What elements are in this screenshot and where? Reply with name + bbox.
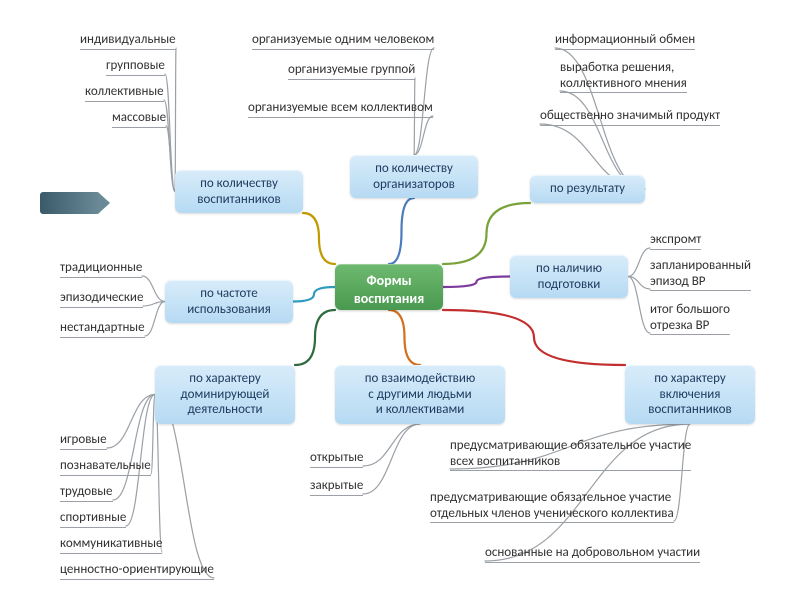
- leaf-label: спортивные: [60, 510, 126, 526]
- leaf-label: запланированныйэпизод ВР: [650, 258, 751, 289]
- leaf-label: предусматривающие обязательное участиеот…: [430, 490, 674, 521]
- leaf-label: экспромт: [650, 232, 701, 248]
- branch-node: по взаимодействиюс другими людьмии колле…: [335, 365, 505, 424]
- leaf-label: традиционные: [60, 260, 142, 276]
- leaf-label: игровые: [60, 432, 107, 448]
- leaf-label: итог большогоотрезка ВР: [650, 302, 730, 333]
- leaf-label: информационный обмен: [555, 32, 695, 48]
- branch-node: по результату: [530, 175, 645, 203]
- leaf-label: эпизодические: [60, 290, 143, 306]
- center-node: Формывоспитания: [335, 264, 443, 310]
- leaf-label: организуемые одним человеком: [252, 32, 434, 48]
- leaf-label: нестандартные: [60, 320, 145, 336]
- leaf-label: групповые: [106, 58, 165, 74]
- branch-node: по характерувключениявоспитанников: [625, 365, 755, 424]
- leaf-label: ценностно-ориентирующие: [60, 562, 214, 578]
- branch-node: по характерудоминирующейдеятельности: [155, 365, 295, 424]
- leaf-label: коммуникативные: [60, 536, 162, 552]
- leaf-label: индивидуальные: [80, 32, 176, 48]
- leaf-label: выработка решения,коллективного мнения: [560, 60, 687, 91]
- leaf-label: закрытые: [310, 478, 363, 494]
- branch-node: по количествувоспитанников: [175, 170, 303, 213]
- leaf-label: трудовые: [60, 484, 113, 500]
- leaf-label: коллективные: [85, 84, 164, 100]
- leaf-label: общественно значимый продукт: [540, 108, 720, 124]
- decor-arrow: [40, 192, 100, 214]
- leaf-label: основанные на добровольном участии: [485, 545, 700, 561]
- branch-node: по количествуорганизаторов: [350, 155, 478, 198]
- branch-node: по наличиюподготовки: [510, 255, 628, 298]
- leaf-label: организуемые группой: [288, 62, 415, 78]
- branch-node: по частотеиспользования: [165, 280, 293, 323]
- leaf-label: познавательные: [60, 458, 151, 474]
- leaf-label: организуемые всем коллективом: [248, 100, 433, 116]
- leaf-label: предусматривающие обязательное участиевс…: [450, 438, 691, 469]
- leaf-label: массовые: [112, 110, 166, 126]
- leaf-label: открытые: [310, 450, 363, 466]
